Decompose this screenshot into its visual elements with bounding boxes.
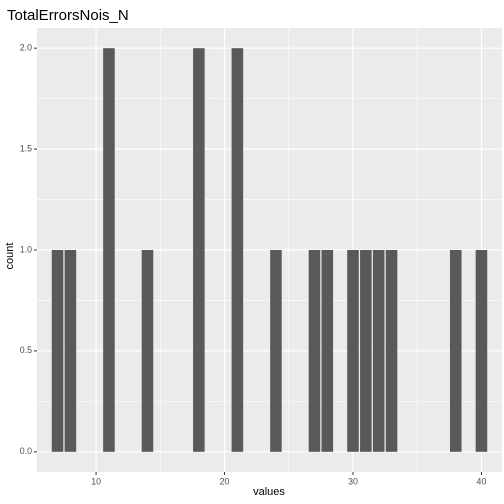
histogram-bar (360, 250, 372, 452)
y-tick-label: 2.0 (20, 43, 32, 53)
histogram-bar (385, 250, 398, 452)
y-axis-title: count (4, 243, 16, 270)
histogram-bar (103, 48, 115, 452)
histogram-bar (321, 250, 334, 452)
x-tick-label: 10 (91, 476, 101, 486)
chart-title: TotalErrorsNois_N (7, 7, 129, 24)
histogram-bar (141, 250, 154, 452)
x-tick-label: 40 (477, 476, 487, 486)
histogram-bar (308, 250, 321, 452)
histogram-bar (449, 250, 462, 452)
histogram-bar (372, 250, 385, 452)
y-tick-label: 1.0 (20, 244, 32, 254)
histogram-bar (231, 48, 244, 452)
x-tick-label: 30 (348, 476, 358, 486)
y-tick-label: 1.5 (20, 143, 32, 153)
histogram-bar (475, 250, 488, 452)
histogram-bar (347, 250, 359, 452)
axis-ticks: 10 20 30 40 0.0 0.5 1.0 1.5 2.0 (20, 43, 487, 487)
histogram-bar (270, 250, 282, 452)
histogram-bar (64, 250, 77, 452)
histogram-bar (51, 250, 64, 452)
x-tick-label: 20 (220, 476, 230, 486)
y-tick-label: 0.0 (20, 446, 32, 456)
histogram-bar (193, 48, 205, 452)
y-tick-label: 0.5 (20, 345, 32, 355)
bars (51, 48, 488, 452)
x-axis-title: values (253, 486, 285, 498)
